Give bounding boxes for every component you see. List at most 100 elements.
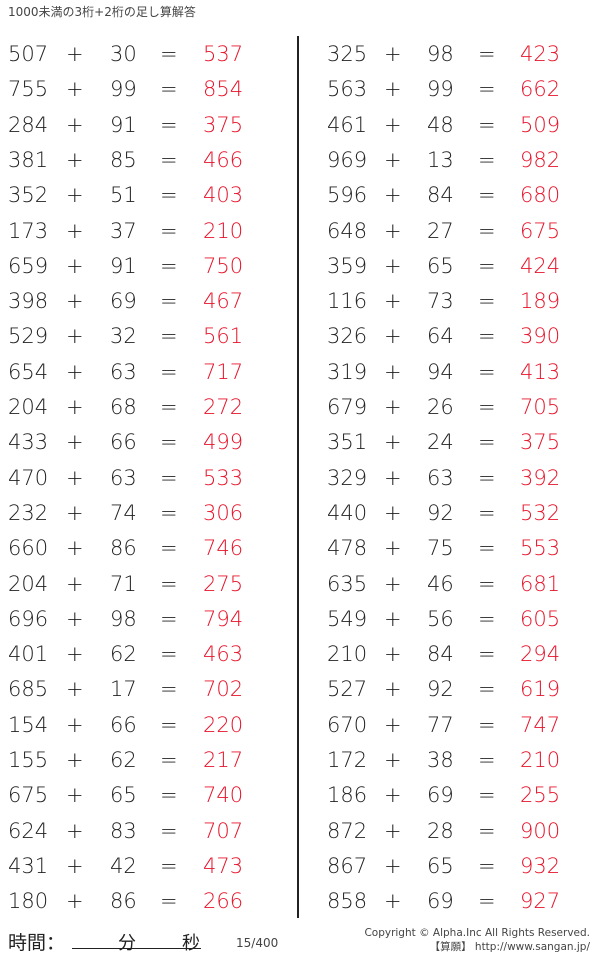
addend-a: 685 [8,677,49,702]
plus-sign: + [66,77,84,102]
answer: 375 [203,112,244,137]
plus-sign: + [384,430,402,455]
minutes-label: 分 [118,933,136,954]
addend-a: 326 [327,324,368,349]
answer: 294 [520,642,561,667]
addend-a: 210 [327,642,368,667]
addend-a: 596 [327,183,368,208]
answer: 533 [203,465,244,490]
plus-sign: + [384,712,402,737]
equals-sign: = [478,889,496,914]
addend-b: 74 [110,500,137,525]
answer: 375 [520,430,561,455]
addend-a: 154 [8,712,49,737]
answer: 561 [203,324,244,349]
addend-b: 73 [427,289,454,314]
addend-b: 63 [110,465,137,490]
addend-b: 64 [427,324,454,349]
plus-sign: + [384,359,402,384]
addend-a: 319 [327,359,368,384]
addend-b: 92 [427,500,454,525]
answer: 702 [203,677,244,702]
addend-b: 30 [110,42,137,66]
addend-a: 204 [8,571,49,596]
answer: 499 [203,430,244,455]
plus-sign: + [384,783,402,808]
equals-sign: = [160,642,178,667]
equals-sign: = [478,253,496,278]
equals-sign: = [478,677,496,702]
copyright: Copyright © Alpha.Inc All Rights Reserve… [364,926,590,954]
equals-sign: = [160,571,178,596]
addend-b: 66 [110,712,137,737]
answer: 705 [520,395,561,419]
answer: 413 [520,359,561,384]
addend-a: 660 [8,536,49,561]
addend-a: 755 [8,77,49,102]
addend-b: 24 [427,430,454,455]
answer: 982 [520,147,561,172]
plus-sign: + [384,853,402,878]
addend-b: 51 [110,183,137,208]
addend-a: 507 [8,42,49,66]
plus-sign: + [384,77,402,102]
addend-a: 527 [327,677,368,702]
addend-b: 98 [427,42,454,66]
addend-b: 91 [110,112,137,137]
equals-sign: = [160,218,178,243]
addend-b: 42 [110,853,137,878]
seconds-label: 秒 [182,933,200,954]
addend-a: 431 [8,853,49,878]
plus-sign: + [384,571,402,596]
equals-sign: = [160,289,178,314]
worksheet-title: 1000未満の3桁+2桁の足し算解答 [8,5,196,19]
addend-b: 75 [427,536,454,561]
addend-b: 63 [110,359,137,384]
answer: 662 [520,77,561,102]
answer: 681 [520,571,561,596]
addend-b: 77 [427,712,454,737]
plus-sign: + [66,359,84,384]
plus-sign: + [66,642,84,667]
answer: 932 [520,853,561,878]
plus-sign: + [384,183,402,208]
plus-sign: + [384,324,402,349]
equals-sign: = [478,289,496,314]
plus-sign: + [66,536,84,561]
equals-sign: = [160,500,178,525]
addend-b: 56 [427,606,454,631]
addend-b: 92 [427,677,454,702]
plus-sign: + [384,642,402,667]
answer: 747 [520,712,561,737]
addend-a: 381 [8,147,49,172]
plus-sign: + [384,889,402,914]
addend-b: 17 [110,677,137,702]
answer: 272 [203,395,244,419]
copyright-text: Copyright © Alpha.Inc All Rights Reserve… [364,927,590,939]
answer: 275 [203,571,244,596]
addend-a: 398 [8,289,49,314]
equals-sign: = [160,712,178,737]
plus-sign: + [66,324,84,349]
equals-sign: = [160,853,178,878]
answer: 423 [520,42,561,66]
addend-a: 659 [8,253,49,278]
equals-sign: = [478,571,496,596]
time-blank-line [72,948,201,949]
equals-sign: = [160,677,178,702]
addend-b: 83 [110,818,137,843]
answer: 220 [203,712,244,737]
addend-b: 38 [427,748,454,772]
answer: 900 [520,818,561,843]
addend-a: 116 [327,289,368,314]
answer: 403 [203,183,244,208]
addend-b: 32 [110,324,137,349]
answer: 605 [520,606,561,631]
answer: 189 [520,289,561,314]
equals-sign: = [160,783,178,808]
addend-a: 433 [8,430,49,455]
plus-sign: + [384,500,402,525]
addend-b: 28 [427,818,454,843]
equals-sign: = [160,42,178,66]
answer: 927 [520,889,561,914]
